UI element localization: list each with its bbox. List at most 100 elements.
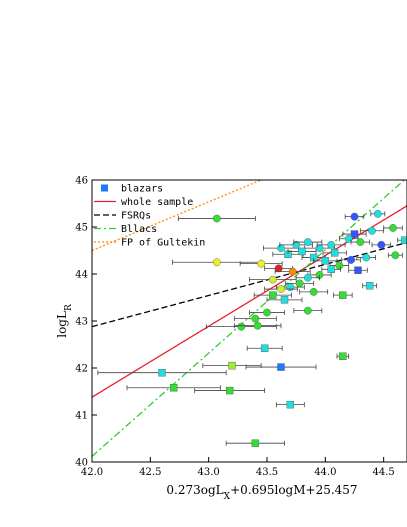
data-point	[299, 287, 329, 296]
data-point	[350, 238, 371, 246]
marker-square	[228, 361, 236, 370]
x-tick-label: 43.5	[256, 467, 278, 478]
data-point	[295, 273, 320, 282]
data-point	[253, 291, 292, 299]
marker-square	[286, 400, 295, 409]
y-axis-label-sub: R	[64, 304, 74, 311]
marker-circle	[303, 306, 312, 315]
data-point	[322, 249, 347, 257]
data-point	[205, 322, 277, 331]
data-point	[387, 251, 403, 260]
marker-circle	[277, 244, 285, 253]
legend-label: blazars	[121, 184, 163, 195]
x-tick-label: 43.0	[198, 467, 220, 478]
marker-circle	[344, 234, 353, 243]
legend-entry-blazars: blazars	[101, 184, 163, 195]
legend-entry-whole-sample: whole sample	[94, 197, 193, 208]
x-axis-label-part2: +0.695logM+25.457	[230, 483, 357, 497]
x-tick-label: 42.5	[139, 467, 161, 478]
marker-square	[251, 439, 260, 447]
marker-circle	[286, 283, 295, 292]
legend-label: FSRQs	[121, 211, 151, 222]
marker-square	[277, 363, 285, 371]
plot-frame	[91, 179, 407, 463]
data-point	[348, 266, 368, 274]
y-tick-label: 46	[75, 176, 88, 187]
marker-square	[354, 266, 362, 274]
data-point	[245, 363, 317, 371]
data-point	[397, 236, 407, 244]
marker-square	[269, 291, 277, 299]
fit-line-fp-of-gultekin	[92, 180, 262, 252]
data-point	[263, 244, 299, 253]
marker-square	[158, 369, 166, 377]
data-point	[371, 240, 392, 249]
legend-entry-fsrqs: FSRQs	[94, 211, 151, 222]
marker-square	[327, 265, 335, 273]
marker-circle	[373, 209, 382, 218]
x-axis-label-part1: 0.273ogL	[166, 483, 223, 497]
y-tick-label: 40	[75, 458, 88, 469]
data-point	[233, 321, 282, 330]
y-axis-label: logLR	[55, 304, 74, 338]
marker-square	[350, 230, 359, 238]
data-point	[336, 352, 350, 360]
marker-circle	[356, 238, 365, 246]
data-point	[274, 267, 311, 276]
marker-square	[365, 282, 374, 290]
marker-circle	[309, 287, 318, 296]
marker-circle	[389, 224, 397, 232]
marker-circle	[277, 285, 285, 293]
marker-circle	[350, 212, 359, 221]
data-point	[194, 386, 266, 395]
data-points	[97, 209, 407, 447]
data-point	[341, 255, 361, 264]
x-tick-label: 44.5	[373, 467, 395, 478]
marker-circle	[362, 253, 371, 262]
legend-label: whole sample	[121, 197, 193, 208]
marker-circle	[288, 267, 297, 276]
data-point	[97, 369, 227, 377]
marker-circle	[303, 238, 312, 246]
marker-circle	[274, 264, 283, 273]
y-axis-ticks: 40 41 42 43 44 45 46	[75, 176, 97, 469]
marker-circle	[377, 240, 386, 249]
x-tick-label: 42.0	[81, 467, 103, 478]
legend-marker	[101, 184, 108, 192]
marker-circle	[253, 321, 262, 330]
data-point	[233, 314, 277, 323]
data-point	[287, 247, 317, 256]
data-point	[172, 258, 262, 267]
y-axis-label-part1: logL	[55, 311, 69, 338]
legend-entry-bllacs: Bllacs	[94, 224, 157, 235]
marker-circle	[292, 240, 301, 249]
fit-line-fsrqs	[92, 241, 407, 328]
marker-square	[298, 247, 306, 256]
marker-square	[339, 291, 347, 299]
data-point	[246, 344, 283, 352]
data-point	[264, 285, 298, 293]
marker-square	[321, 257, 330, 265]
marker-square	[260, 344, 269, 352]
data-point	[333, 291, 353, 299]
data-point	[264, 264, 294, 273]
marker-circle	[212, 214, 221, 223]
marker-circle	[257, 259, 266, 268]
y-tick-label: 43	[75, 317, 88, 328]
marker-circle	[335, 261, 344, 270]
legend-entry-fp-of-gultekin: FP of Gultekin	[94, 238, 205, 249]
data-point	[249, 308, 285, 317]
data-point	[275, 400, 305, 409]
data-point	[344, 212, 365, 221]
data-point	[383, 224, 403, 232]
data-point	[338, 234, 359, 243]
marker-square	[339, 352, 347, 360]
data-point	[293, 238, 323, 246]
marker-square	[169, 384, 178, 392]
data-point	[362, 282, 378, 290]
data-point	[370, 209, 386, 218]
x-axis-label: 0.273ogLX+0.695logM+25.457	[166, 483, 357, 502]
data-point	[126, 384, 221, 392]
data-point	[177, 214, 256, 223]
